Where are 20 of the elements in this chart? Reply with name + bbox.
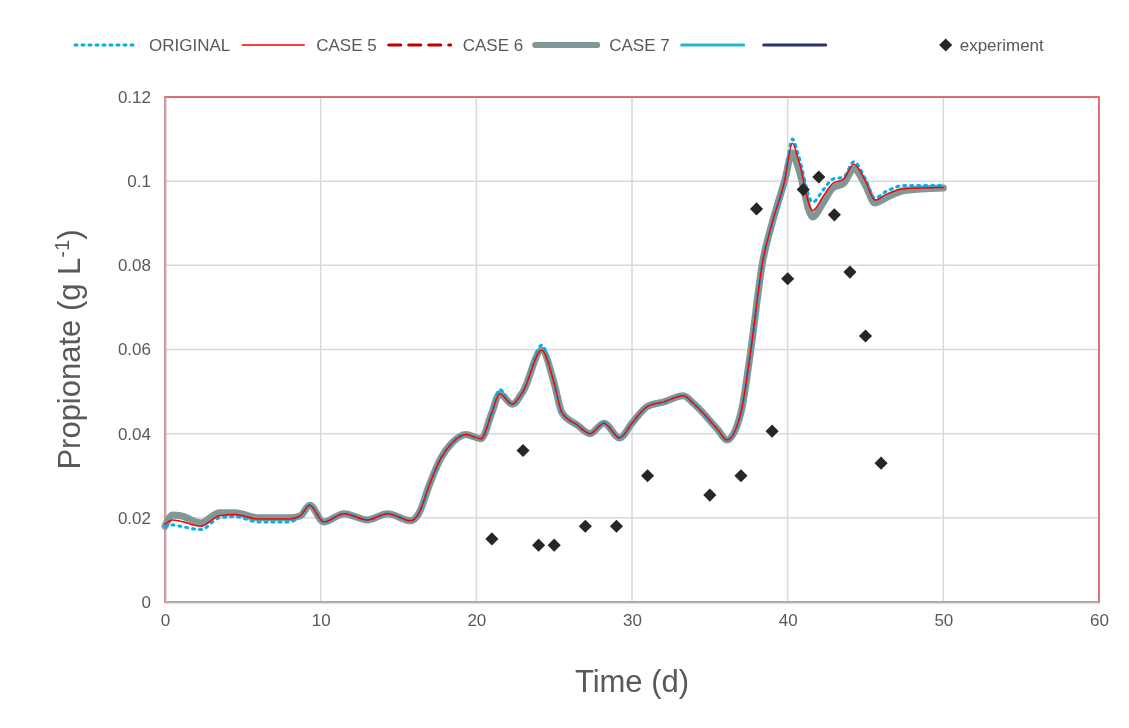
legend-label: experiment [959,36,1045,55]
legend-label: CASE 7 [609,36,670,55]
y-tick-label: 0.1 [127,172,151,192]
y-tick-label: 0 [141,592,151,612]
legend-label: CASE 5 [316,36,377,55]
x-tick-label: 40 [778,611,798,631]
x-tick-label: 10 [311,611,331,631]
x-tick-label: 50 [934,611,954,631]
x-tick-label: 30 [623,611,642,631]
y-tick-label: 0.06 [117,340,151,360]
legend-label: CASE 6 [462,36,524,55]
y-tick-label: 0.02 [117,508,151,528]
x-tick-label: 20 [467,611,487,631]
y-tick-label: 0.08 [117,256,151,276]
x-tick-label: 0 [160,611,171,631]
y-tick-label: 0.04 [117,424,151,444]
legend-label: ORIGINAL [149,36,231,55]
y-tick-label: 0.12 [117,87,151,107]
x-tick-label: 60 [1090,611,1109,631]
x-axis-title: Time (d) [574,664,690,699]
